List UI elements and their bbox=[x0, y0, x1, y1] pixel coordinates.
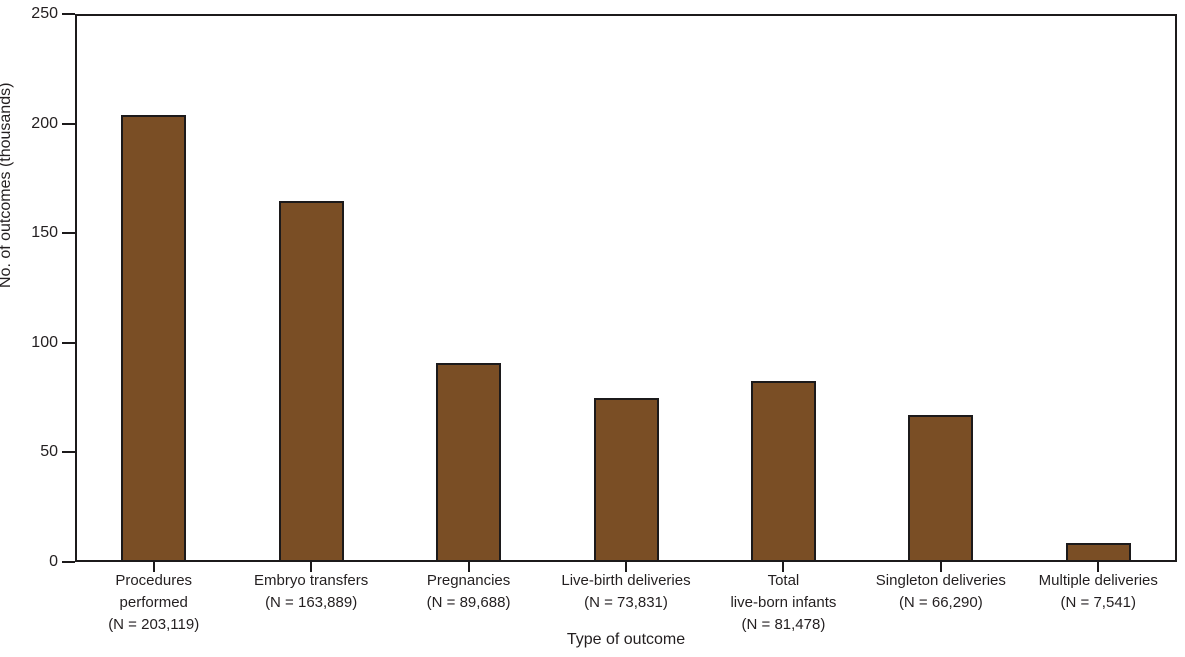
category-label-line: Pregnancies bbox=[426, 572, 511, 589]
category-label-1: Procedures performed (N = 203,119) bbox=[75, 570, 233, 636]
category-label-4: Live-birth deliveries (N = 73,831) bbox=[547, 570, 705, 614]
y-tick-label-150: 150 bbox=[31, 224, 58, 242]
category-label-2: Embryo transfers (N = 163,889) bbox=[232, 570, 390, 614]
bar-7 bbox=[1065, 543, 1131, 560]
category-label-line: Live-birth deliveries bbox=[561, 572, 691, 589]
category-label-line: Embryo transfers bbox=[254, 572, 369, 589]
y-tick-label-250: 250 bbox=[31, 5, 58, 22]
bar-6 bbox=[908, 415, 974, 560]
category-label-6: Singleton deliveries (N = 66,290) bbox=[862, 570, 1020, 614]
y-tick-label-200: 200 bbox=[31, 114, 58, 132]
category-label-3: Pregnancies (N = 89,688) bbox=[390, 570, 548, 614]
plot-area bbox=[75, 14, 1177, 562]
y-tick-mark-100 bbox=[62, 341, 75, 344]
y-tick-label-0: 0 bbox=[49, 553, 58, 570]
category-label-line: live-born infants bbox=[730, 594, 837, 611]
category-label-line: performed bbox=[119, 594, 188, 611]
category-label-line: Singleton deliveries bbox=[875, 572, 1006, 589]
y-axis-title-text: No. of outcomes (thousands) bbox=[0, 82, 14, 288]
x-tick-mark-1 bbox=[152, 562, 155, 572]
category-label-line: (N = 81,478) bbox=[741, 616, 826, 633]
category-label-line: (N = 73,831) bbox=[584, 594, 668, 611]
category-label-line: (N = 66,290) bbox=[898, 594, 983, 611]
y-tick-mark-250 bbox=[62, 13, 75, 15]
bar-3 bbox=[436, 363, 502, 560]
x-axis-title: Type of outcome bbox=[566, 631, 686, 648]
bar-5 bbox=[750, 381, 816, 560]
category-label-line: Total bbox=[767, 572, 800, 589]
x-tick-mark-2 bbox=[310, 562, 313, 572]
bar-1 bbox=[121, 115, 187, 560]
category-label-7: Multiple deliveries (N = 7,541) bbox=[1019, 570, 1177, 614]
category-label-line: (N = 7,541) bbox=[1060, 594, 1137, 611]
category-label-line: Procedures bbox=[115, 572, 193, 589]
category-label-line: (N = 89,688) bbox=[426, 594, 511, 611]
category-label-line: Multiple deliveries bbox=[1038, 572, 1158, 589]
y-tick-mark-200 bbox=[62, 122, 75, 125]
y-tick-mark-0 bbox=[62, 561, 75, 563]
x-tick-mark-4 bbox=[625, 562, 627, 572]
bar-4 bbox=[593, 398, 659, 560]
category-label-5: Total live-born infants (N = 81,478) bbox=[704, 570, 862, 636]
x-tick-mark-3 bbox=[467, 562, 470, 572]
y-tick-label-50: 50 bbox=[40, 443, 58, 461]
x-tick-mark-7 bbox=[1097, 562, 1100, 572]
category-label-line: (N = 203,119) bbox=[108, 616, 200, 633]
y-tick-label-100: 100 bbox=[31, 333, 58, 351]
bar-2 bbox=[278, 201, 344, 560]
x-tick-mark-6 bbox=[939, 562, 942, 572]
y-tick-mark-50 bbox=[62, 451, 75, 454]
x-tick-mark-5 bbox=[782, 562, 785, 572]
y-tick-mark-150 bbox=[62, 232, 75, 235]
category-label-line: (N = 163,889) bbox=[265, 594, 358, 611]
